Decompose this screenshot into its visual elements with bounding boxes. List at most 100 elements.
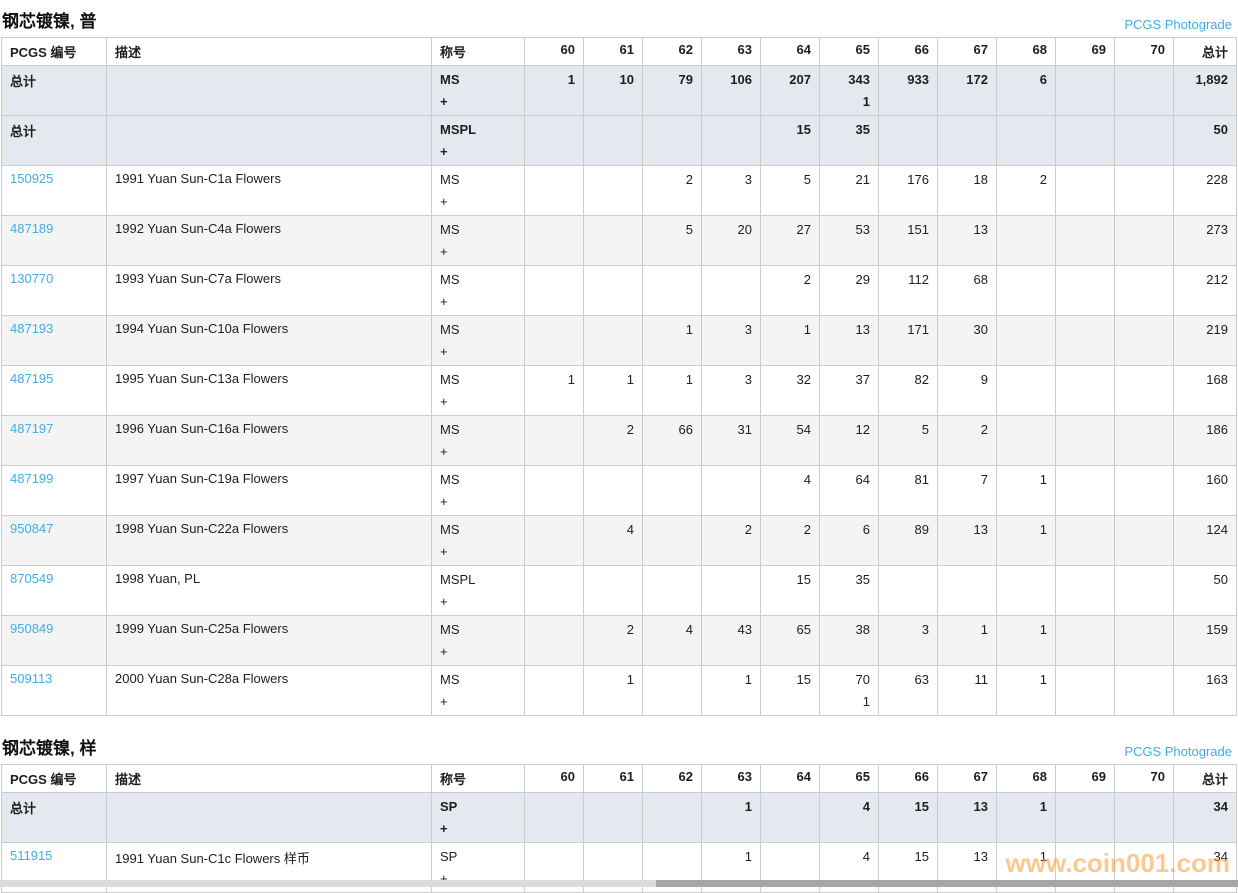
pcgs-number-link[interactable]: 870549 <box>10 571 54 586</box>
plus-grade-count <box>1123 593 1165 610</box>
plus-grade-count <box>592 593 634 610</box>
grade-count: 112 <box>908 272 929 287</box>
pcgs-number-link[interactable]: 511915 <box>10 848 53 863</box>
grade-cell-61: 1 <box>583 665 643 716</box>
grade-count <box>1005 321 1047 338</box>
grade-cell-62: 2 <box>642 165 702 216</box>
plus-grade-count <box>769 393 811 410</box>
plus-grade-count <box>592 343 634 360</box>
pcgs-number-link[interactable]: 950849 <box>10 621 54 636</box>
plus-grade-count <box>769 693 811 710</box>
grade-cell-62 <box>642 515 702 566</box>
grade-cell-66: 89 <box>878 515 938 566</box>
pcgs-number-link[interactable]: 130770 <box>10 271 54 286</box>
total-plus-count <box>1182 593 1228 610</box>
grade-cell-66: 171 <box>878 315 938 366</box>
plus-grade-count <box>1064 93 1106 110</box>
plus-grade-count <box>710 193 752 210</box>
grade-cell-68 <box>996 365 1056 416</box>
grade-count: 31 <box>737 422 752 437</box>
pcgs-number-link[interactable]: 487197 <box>10 421 54 436</box>
description-cell <box>106 792 432 843</box>
pcgs-number-link[interactable]: 150925 <box>10 171 54 186</box>
plus-grade-count <box>769 820 811 837</box>
grade-count <box>592 571 634 588</box>
grade-count: 5 <box>685 222 693 237</box>
grade-count: 1 <box>1039 472 1047 487</box>
photograde-link[interactable]: PCGS Photograde <box>1124 17 1232 32</box>
pcgs-number-cell: 130770 <box>1 265 107 316</box>
pcgs-number-link[interactable]: 509113 <box>10 671 53 686</box>
grade-count: 63 <box>914 672 929 687</box>
grade-count <box>651 571 693 588</box>
total-plus-count <box>1182 543 1228 560</box>
grade-count: 13 <box>973 222 988 237</box>
plus-grade-count <box>651 820 693 837</box>
grade-count: 12 <box>855 422 870 437</box>
total-plus-count <box>1182 243 1228 260</box>
grade-count: 21 <box>855 172 870 187</box>
grade-cell-68 <box>996 415 1056 466</box>
description-cell <box>106 65 432 116</box>
total-cell: 228 <box>1173 165 1237 216</box>
grade-cell-67: 172 <box>937 65 997 116</box>
designation-cell: MS + <box>431 615 525 666</box>
plus-grade-count <box>1005 443 1047 460</box>
grade-count <box>592 798 634 815</box>
designation-cell: MS + <box>431 265 525 316</box>
grade-count <box>1123 421 1165 438</box>
grade-cell-70 <box>1114 415 1174 466</box>
plus-grade-count <box>651 643 693 660</box>
scrollbar-thumb[interactable] <box>656 880 1238 887</box>
grade-cell-68 <box>996 265 1056 316</box>
plus-grade-count <box>592 543 634 560</box>
table-row: 950849 1999 Yuan Sun-C25a Flowers MS +2 4 43 6… <box>1 615 1237 666</box>
plus-grade-count <box>533 693 575 710</box>
horizontal-scrollbar[interactable] <box>0 880 1238 887</box>
total-count: 124 <box>1206 522 1228 537</box>
totals-row: 总计 SP +1 4 15 13 1 34 <box>1 792 1237 843</box>
total-plus-count <box>1182 393 1228 410</box>
plus-grade-count <box>710 643 752 660</box>
plus-grade-count <box>710 493 752 510</box>
column-header: 66 <box>878 764 938 793</box>
plus-grade-count <box>651 493 693 510</box>
grade-count: 176 <box>907 172 929 187</box>
grade-count: 172 <box>966 72 988 87</box>
grade-cell-62: 1 <box>642 365 702 416</box>
plus-grade-count <box>1123 443 1165 460</box>
plus-grade-count <box>1005 293 1047 310</box>
grade-cell-64: 2 <box>760 515 820 566</box>
pcgs-number-link[interactable]: 487199 <box>10 471 54 486</box>
total-count: 50 <box>1213 122 1228 137</box>
grade-cell-60 <box>524 415 584 466</box>
grade-count: 5 <box>921 422 929 437</box>
total-cell: 1,892 <box>1173 65 1237 116</box>
pcgs-number-cell: 总计 <box>1 65 107 116</box>
plus-grade-count <box>1123 820 1165 837</box>
pcgs-number-cell: 509113 <box>1 665 107 716</box>
designation-label: MSPL <box>440 122 477 137</box>
pcgs-number-cell: 950847 <box>1 515 107 566</box>
pcgs-number-link[interactable]: 950847 <box>10 521 54 536</box>
grade-cell-68 <box>996 215 1056 266</box>
pcgs-number-link[interactable]: 487189 <box>10 221 54 236</box>
plus-grade-count <box>769 343 811 360</box>
grade-cell-61 <box>583 315 643 366</box>
grade-cell-67: 11 <box>937 665 997 716</box>
plus-grade-count <box>887 693 929 710</box>
column-header: 64 <box>760 37 820 66</box>
photograde-link[interactable]: PCGS Photograde <box>1124 744 1232 759</box>
header-row: PCGS 编号 描述 称号 60 61 62 63 64 65 66 67 68 69 70 总计 <box>1 37 1237 66</box>
designation-cell: SP + <box>431 792 525 843</box>
plus-grade-count <box>1005 493 1047 510</box>
grade-count <box>1005 421 1047 438</box>
grade-count <box>1005 121 1047 138</box>
pcgs-number-link[interactable]: 487195 <box>10 371 54 386</box>
grade-cell-66: 82 <box>878 365 938 416</box>
grade-count: 70 <box>855 672 870 687</box>
pcgs-number-cell: 487193 <box>1 315 107 366</box>
pcgs-number-link[interactable]: 487193 <box>10 321 54 336</box>
grade-count: 82 <box>914 372 929 387</box>
plus-grade-count <box>533 93 575 110</box>
